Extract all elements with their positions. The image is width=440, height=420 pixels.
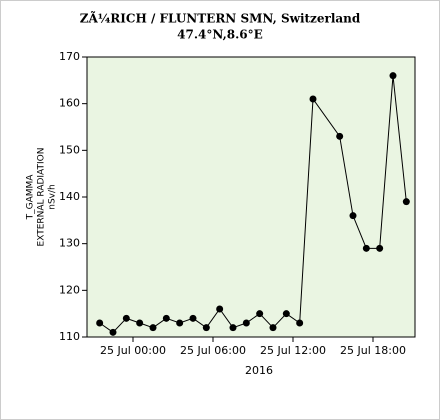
y-axis-label: T_GAMMA	[26, 174, 36, 221]
data-point	[309, 95, 317, 103]
x-axis-label: 2016	[245, 364, 273, 377]
data-point	[256, 310, 264, 318]
data-point	[96, 319, 104, 327]
x-tick-label: 25 Jul 18:00	[340, 344, 406, 357]
data-point	[176, 319, 184, 327]
y-axis-label: nSv/h	[48, 184, 58, 209]
data-point	[362, 244, 370, 252]
data-point	[216, 305, 224, 313]
data-point	[349, 212, 357, 220]
y-axis-label: EXTERNAL RADIATION	[37, 148, 47, 247]
data-point	[242, 319, 250, 327]
data-point	[269, 324, 277, 332]
data-point	[122, 314, 130, 322]
y-tick-label: 140	[59, 190, 80, 203]
y-tick-label: 120	[59, 283, 80, 296]
data-point	[402, 198, 410, 206]
data-point	[149, 324, 157, 332]
data-point	[336, 132, 344, 140]
data-point	[389, 72, 397, 80]
y-tick-label: 110	[59, 330, 80, 343]
x-tick-label: 25 Jul 00:00	[100, 344, 166, 357]
x-tick-label: 25 Jul 06:00	[180, 344, 246, 357]
chart-title: ZÃ¼RICH / FLUNTERN SMN, Switzerland	[80, 11, 361, 26]
data-point	[136, 319, 144, 327]
y-tick-label: 130	[59, 237, 80, 250]
data-point	[376, 244, 384, 252]
data-point	[229, 324, 237, 332]
data-point	[109, 328, 117, 336]
plot-area	[86, 56, 416, 338]
y-tick-label: 160	[59, 97, 80, 110]
data-point	[202, 324, 210, 332]
y-tick-label: 150	[59, 143, 80, 156]
data-point	[162, 314, 170, 322]
y-tick-label: 170	[59, 50, 80, 63]
data-point	[282, 310, 290, 318]
data-point	[189, 314, 197, 322]
x-tick-label: 25 Jul 12:00	[260, 344, 326, 357]
data-point	[296, 319, 304, 327]
chart-subtitle: 47.4°N,8.6°E	[177, 28, 263, 42]
